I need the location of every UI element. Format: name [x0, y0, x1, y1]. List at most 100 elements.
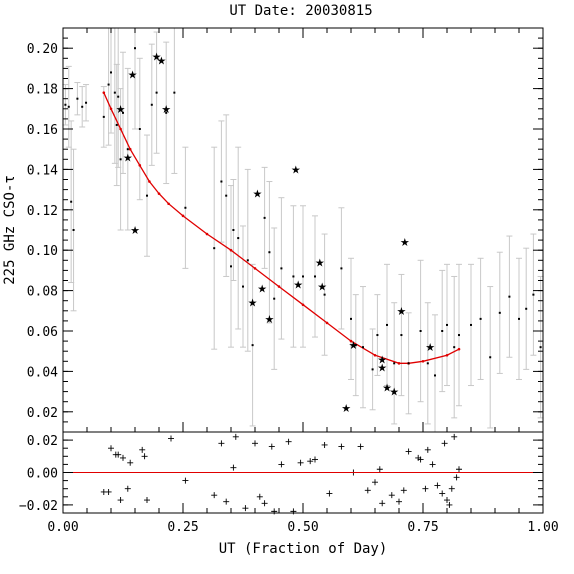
fit-point: [253, 267, 257, 270]
residual-point: [108, 445, 114, 452]
star-point: ★: [156, 54, 166, 67]
residual-point: [139, 446, 146, 453]
y-tick-label: 0.02: [27, 406, 58, 421]
residual-point: [456, 466, 462, 473]
fit-point: [148, 180, 151, 183]
star-point: ★: [315, 256, 325, 269]
data-point: [354, 344, 357, 347]
residual-point: [261, 500, 268, 507]
residual-point: [278, 461, 285, 468]
fit-point: [457, 347, 461, 351]
residual-point: [376, 466, 383, 473]
data-point: [67, 105, 70, 108]
residual-point: [124, 485, 131, 492]
data-point: [76, 97, 79, 100]
data-point: [292, 275, 295, 278]
star-point: ★: [382, 382, 392, 395]
resid-tick-label: 0.02: [27, 434, 58, 449]
data-point: [138, 128, 141, 130]
residual-markers: [100, 433, 462, 515]
x-tick-label: 0.00: [47, 520, 78, 535]
data-point: [280, 267, 283, 270]
star-point: ★: [264, 313, 274, 326]
data-point: [419, 330, 422, 332]
data-point: [107, 83, 110, 86]
residual-point: [400, 487, 407, 494]
data-point: [263, 216, 266, 219]
data-point: [122, 111, 124, 114]
residual-point: [446, 501, 453, 508]
y-tick-label: 0.16: [27, 123, 58, 138]
data-point: [441, 330, 444, 332]
data-point: [173, 91, 176, 94]
data-point: [232, 229, 235, 231]
residual-point: [182, 477, 189, 484]
data-point: [119, 158, 122, 161]
data-point: [273, 297, 276, 300]
data-point: [246, 259, 249, 262]
residual-point: [232, 433, 239, 440]
fit-point: [421, 360, 425, 363]
star-point: ★: [389, 386, 399, 399]
fit-point: [205, 232, 209, 236]
star-point: ★: [252, 188, 262, 201]
x-axis-label: UT (Fraction of Day): [219, 541, 388, 557]
residual-point: [338, 443, 345, 450]
data-point: [532, 293, 535, 296]
data-point: [242, 285, 244, 288]
star-point: ★: [128, 68, 138, 81]
residual-point: [372, 479, 378, 486]
residual-point: [307, 458, 314, 465]
fit-point: [325, 321, 329, 325]
fit-curve: [102, 91, 461, 365]
star-point: ★: [317, 281, 327, 294]
fit-line: [103, 92, 460, 364]
star-point: ★: [248, 297, 258, 310]
y-tick-label: 0.14: [27, 163, 58, 178]
data-point: [302, 275, 304, 278]
data-point: [102, 115, 105, 118]
residual-point: [439, 490, 446, 497]
y-tick-label: 0.08: [27, 285, 58, 300]
residual-point: [326, 490, 333, 497]
data-point: [323, 293, 326, 296]
data-point: [386, 323, 388, 326]
y-tick-label: 0.10: [27, 244, 58, 259]
residual-point: [120, 454, 126, 461]
star-point: ★: [161, 103, 171, 116]
residual-point: [127, 459, 134, 466]
residual-point: [321, 441, 328, 448]
star-point: ★: [116, 103, 126, 116]
residual-point: [115, 451, 122, 458]
data-point: [126, 148, 129, 151]
data-point: [489, 356, 492, 359]
data-point: [81, 105, 84, 108]
fit-point: [373, 353, 377, 357]
data-point: [146, 194, 148, 197]
fit-point: [445, 353, 449, 357]
residual-point: [242, 505, 249, 512]
fit-point: [128, 147, 132, 151]
data-point: [525, 307, 528, 310]
fit-point: [167, 202, 170, 206]
x-tick-label: 1.00: [527, 520, 558, 535]
fit-point: [109, 107, 113, 111]
data-point: [393, 362, 396, 365]
star-point: ★: [341, 402, 351, 415]
star-point: ★: [123, 151, 133, 164]
star-markers: ★★★★★★★★★★★★★★★★★★★★★★★★: [116, 50, 436, 414]
data-point: [225, 194, 228, 197]
star-point: ★: [130, 224, 140, 237]
data-point: [165, 111, 168, 114]
star-point: ★: [257, 283, 267, 296]
residual-point: [312, 456, 318, 463]
residual-point: [424, 446, 431, 453]
resid-tick-label: 0.00: [27, 467, 58, 482]
residual-point: [105, 488, 112, 495]
data-point: [362, 346, 364, 349]
residual-point: [448, 485, 455, 492]
data-point: [376, 334, 379, 337]
data-point: [539, 346, 542, 349]
residual-point: [223, 498, 230, 505]
